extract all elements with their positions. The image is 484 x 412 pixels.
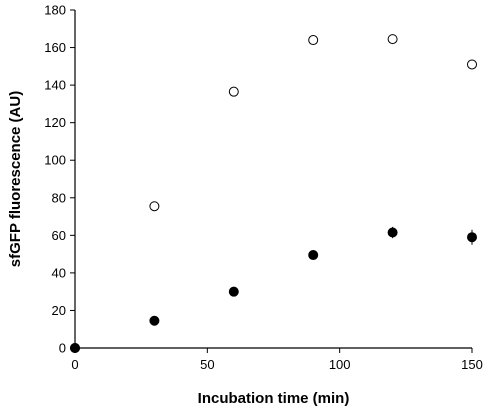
x-tick-label: 100 [329, 357, 351, 372]
open-circle-point [228, 86, 239, 97]
x-tick-label: 150 [461, 357, 483, 372]
y-axis-title: sfGFP fluorescence (AU) [7, 91, 24, 267]
series-2 [70, 226, 477, 353]
filled-circle-point [70, 343, 80, 353]
y-tick-label: 0 [59, 341, 66, 356]
y-tick-label: 140 [44, 78, 66, 93]
open-circle-point [387, 34, 398, 45]
y-tick-label: 20 [52, 303, 66, 318]
filled-circle-point [228, 286, 239, 297]
x-tick-label: 50 [200, 357, 214, 372]
filled-circle-point [308, 250, 319, 261]
y-tick-label: 180 [44, 3, 66, 18]
x-tick-label: 0 [71, 357, 78, 372]
y-tick-label: 60 [52, 228, 66, 243]
y-tick-label: 120 [44, 115, 66, 130]
open-circle-point [308, 35, 319, 46]
open-circle-point [467, 59, 477, 70]
y-tick-label: 40 [52, 265, 66, 280]
y-tick-label: 100 [44, 153, 66, 168]
y-tick-label: 160 [44, 40, 66, 55]
x-axis-title: Incubation time (min) [198, 390, 350, 407]
y-tick-label: 80 [52, 190, 66, 205]
series-1 [70, 34, 477, 353]
filled-circle-point [149, 315, 160, 326]
filled-circle-point [387, 227, 398, 238]
x-axis-ticks: 0 50 100 150 [71, 348, 483, 372]
y-axis-ticks: 0 20 40 60 80 100 120 140 160 180 [44, 3, 75, 356]
filled-circle-point [467, 232, 477, 243]
data-points [70, 34, 477, 353]
open-circle-point [149, 201, 160, 212]
